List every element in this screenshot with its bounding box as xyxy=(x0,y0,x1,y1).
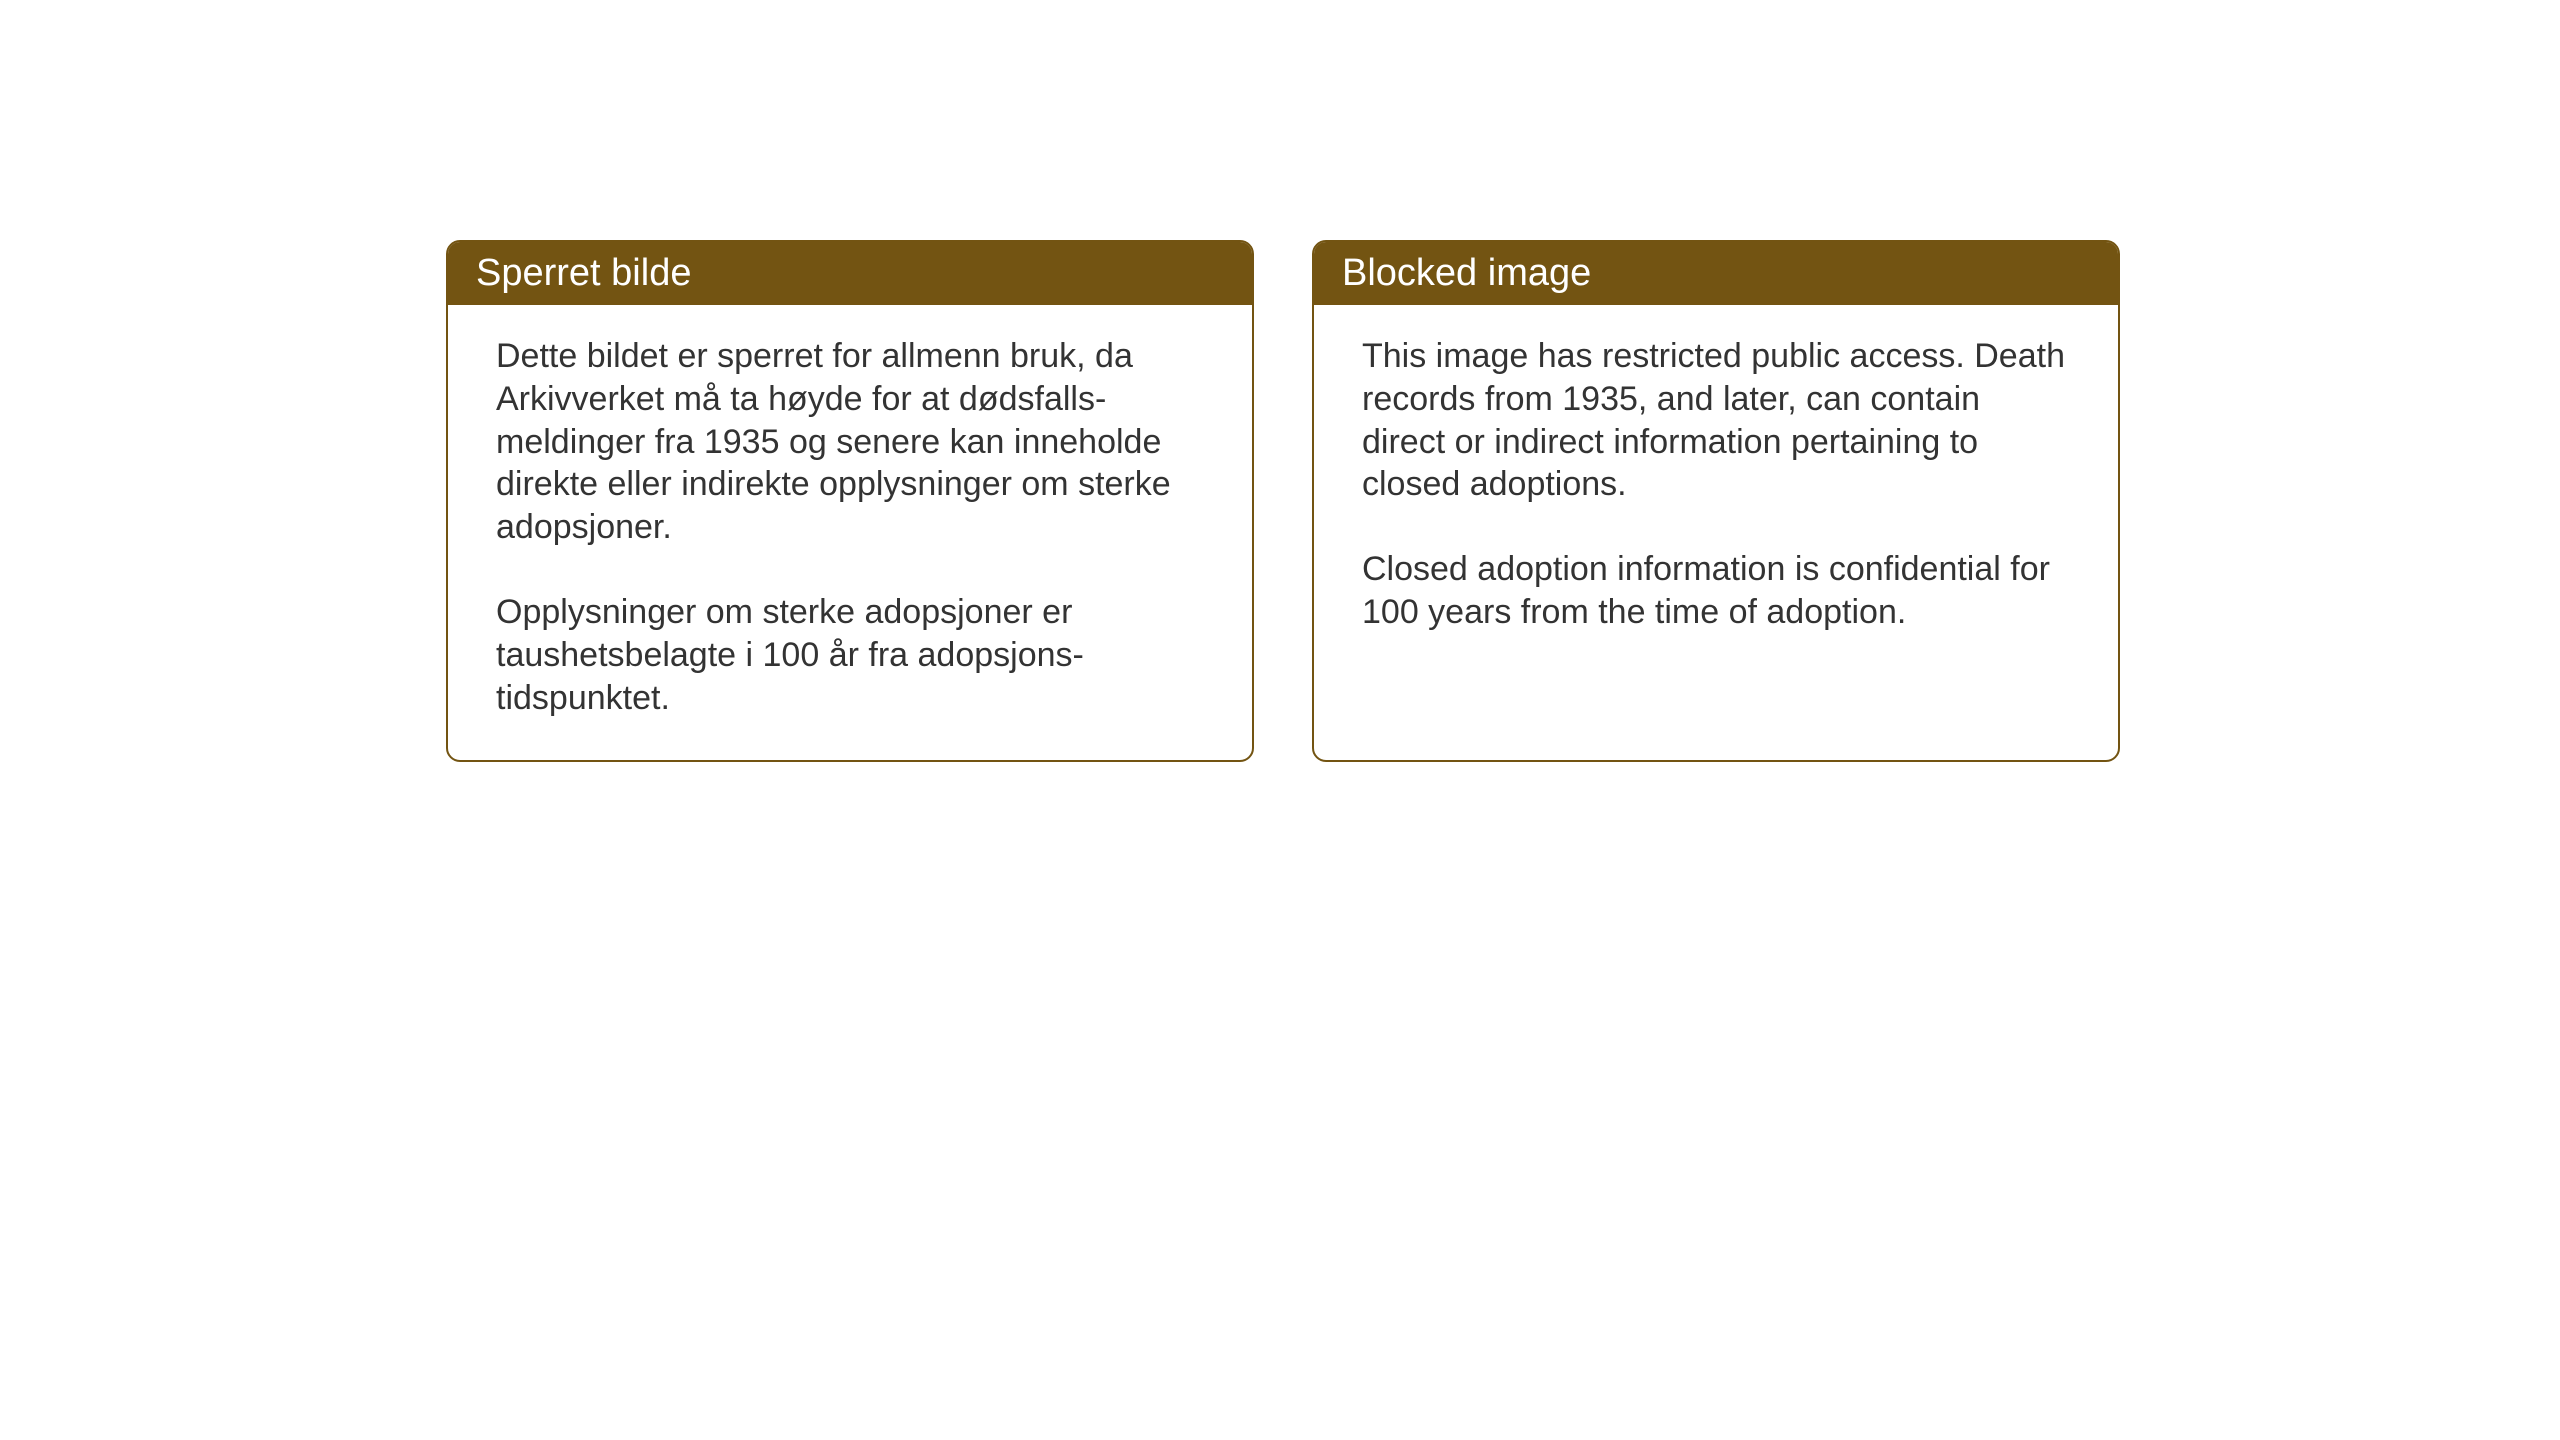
notice-paragraph: This image has restricted public access.… xyxy=(1362,335,2070,506)
notice-header-english: Blocked image xyxy=(1314,242,2118,305)
notice-box-norwegian: Sperret bilde Dette bildet er sperret fo… xyxy=(446,240,1254,762)
notice-container: Sperret bilde Dette bildet er sperret fo… xyxy=(446,240,2120,762)
notice-paragraph: Closed adoption information is confident… xyxy=(1362,548,2070,634)
notice-header-norwegian: Sperret bilde xyxy=(448,242,1252,305)
notice-paragraph: Dette bildet er sperret for allmenn bruk… xyxy=(496,335,1204,549)
notice-body-english: This image has restricted public access.… xyxy=(1314,305,2118,674)
notice-body-norwegian: Dette bildet er sperret for allmenn bruk… xyxy=(448,305,1252,760)
notice-paragraph: Opplysninger om sterke adopsjoner er tau… xyxy=(496,591,1204,719)
notice-box-english: Blocked image This image has restricted … xyxy=(1312,240,2120,762)
